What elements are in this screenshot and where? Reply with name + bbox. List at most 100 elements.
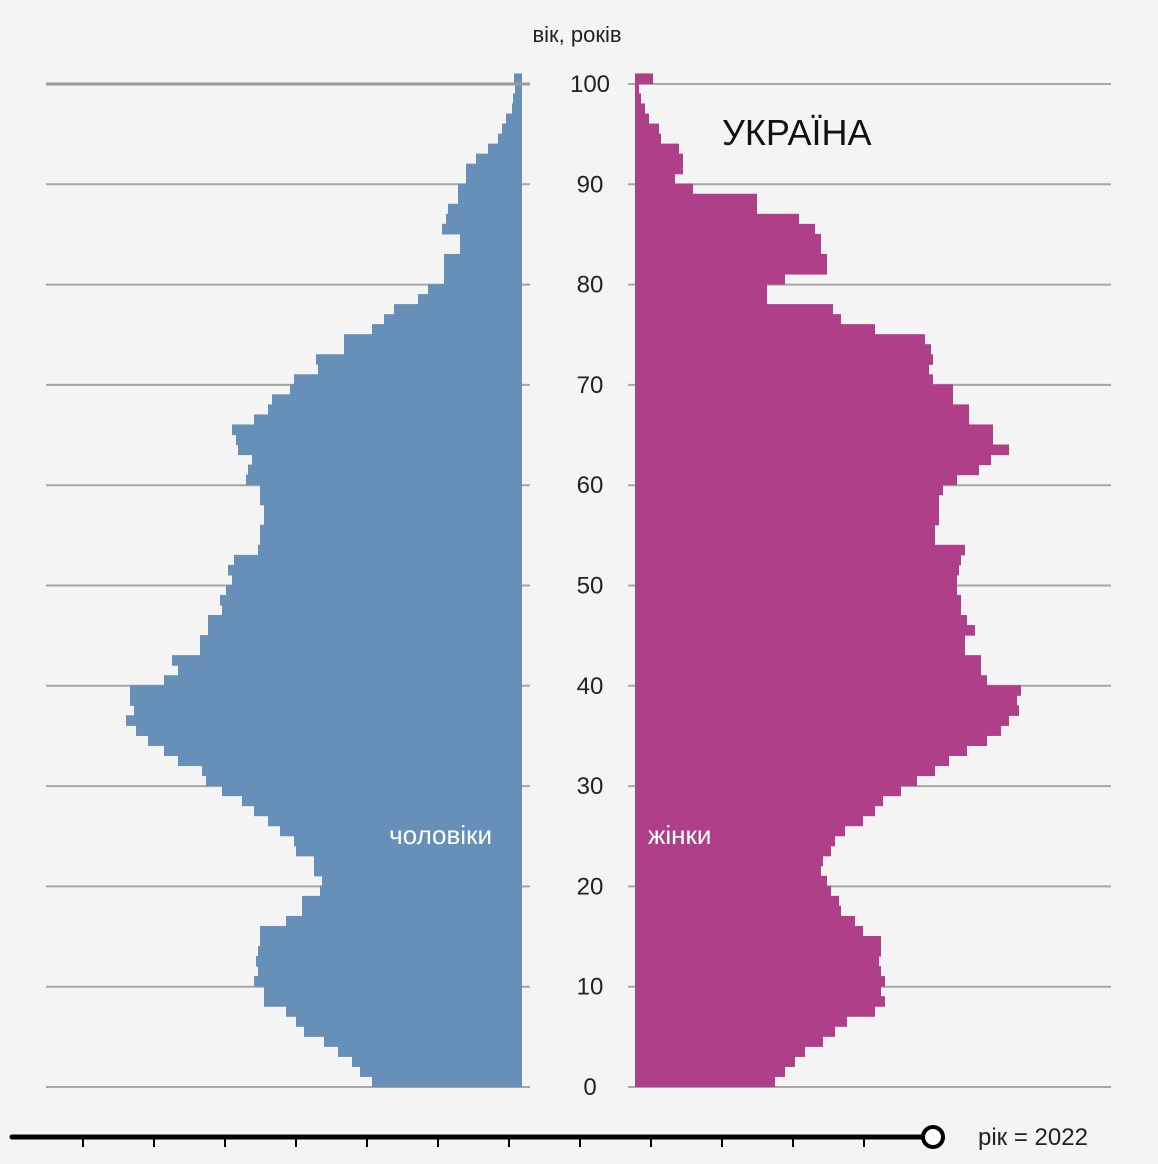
female-bar <box>635 93 641 105</box>
male-bar <box>258 946 522 957</box>
female-bar <box>635 304 833 315</box>
male-bar <box>286 1006 522 1017</box>
male-bar <box>248 464 522 476</box>
male-bar <box>256 956 522 967</box>
male-bar <box>208 625 522 636</box>
female-bar <box>635 1056 795 1067</box>
male-bar <box>222 785 522 797</box>
male-bar <box>264 514 522 526</box>
female-bar <box>635 775 917 787</box>
male-bar <box>458 183 522 195</box>
year-slider[interactable] <box>9 1125 945 1149</box>
male-bar <box>260 925 522 937</box>
female-series-label: жінки <box>648 820 711 850</box>
male-bar <box>344 334 522 345</box>
female-bar <box>635 524 935 536</box>
male-bar <box>324 1036 522 1047</box>
male-bar <box>206 775 522 787</box>
female-bar <box>635 986 881 997</box>
male-bar <box>222 604 522 616</box>
female-bar <box>635 504 939 516</box>
female-bar <box>635 394 953 405</box>
male-bar <box>200 645 522 656</box>
female-bar <box>635 464 979 476</box>
female-bar <box>635 223 815 235</box>
male-bar <box>448 203 522 215</box>
male-bar <box>460 233 522 245</box>
male-bar <box>476 153 522 165</box>
male-bar <box>302 895 522 907</box>
male-bar <box>268 404 522 415</box>
male-bar <box>264 504 522 516</box>
female-bar <box>635 665 981 676</box>
female-bar <box>635 334 925 345</box>
chart-title: УКРАЇНА <box>722 112 871 153</box>
female-bar <box>635 113 649 125</box>
female-bar <box>635 564 959 576</box>
male-bar <box>320 885 522 897</box>
female-bar <box>635 725 1001 736</box>
male-bar <box>178 755 522 767</box>
male-bar <box>314 855 522 867</box>
female-bar <box>635 434 993 446</box>
female-bar <box>635 615 967 626</box>
age-tick-label: 10 <box>577 974 604 1001</box>
female-bar <box>635 374 933 385</box>
male-bar <box>260 484 522 496</box>
female-bar <box>635 905 841 917</box>
female-bar <box>635 1066 785 1077</box>
male-bar <box>272 394 522 405</box>
male-bar <box>360 1066 522 1077</box>
female-bar <box>635 795 883 807</box>
male-bar <box>130 685 522 696</box>
slider-ticks <box>82 1137 865 1147</box>
male-bar <box>444 274 522 285</box>
male-bar <box>488 143 522 155</box>
female-bar <box>635 635 965 646</box>
male-bar <box>513 93 522 105</box>
female-bar <box>635 745 967 757</box>
age-tick-label: 60 <box>577 472 604 499</box>
female-bar <box>635 324 875 335</box>
male-bar <box>514 73 522 84</box>
female-bar <box>635 103 645 115</box>
male-bar <box>466 163 522 175</box>
age-tick-label: 20 <box>577 873 604 900</box>
female-bar <box>635 845 831 857</box>
female-bar <box>635 404 969 415</box>
female-bar <box>635 354 933 365</box>
male-bar <box>446 213 522 225</box>
male-bar <box>226 584 522 596</box>
male-bar <box>238 444 522 456</box>
male-bar <box>242 795 522 807</box>
female-bar <box>635 1006 875 1017</box>
female-bar <box>635 956 879 967</box>
male-bars <box>46 73 530 1087</box>
female-bar <box>635 574 957 586</box>
female-bar <box>635 625 975 636</box>
male-bar <box>296 845 522 857</box>
female-bar <box>635 73 653 84</box>
age-tick-labels: 0 10 20 30 40 50 60 70 80 90 100 <box>570 71 610 1101</box>
female-bar <box>635 344 931 355</box>
male-bar <box>254 805 522 817</box>
male-bar <box>318 364 522 375</box>
slider-handle[interactable] <box>921 1125 945 1149</box>
female-bar <box>635 875 827 887</box>
male-bar <box>260 524 522 536</box>
male-bar <box>130 695 522 706</box>
female-bar <box>635 835 835 847</box>
male-bar <box>294 835 522 847</box>
female-bar <box>635 314 841 325</box>
female-bar <box>635 444 1009 456</box>
male-bar <box>316 354 522 365</box>
male-bar <box>260 935 522 947</box>
male-bar <box>442 223 522 235</box>
female-bar <box>635 915 855 927</box>
female-bar <box>635 755 949 767</box>
age-tick-label: 0 <box>583 1074 596 1101</box>
female-bar <box>635 645 965 656</box>
male-bar <box>466 173 522 185</box>
male-bar <box>296 1016 522 1027</box>
male-bar <box>304 1026 522 1037</box>
